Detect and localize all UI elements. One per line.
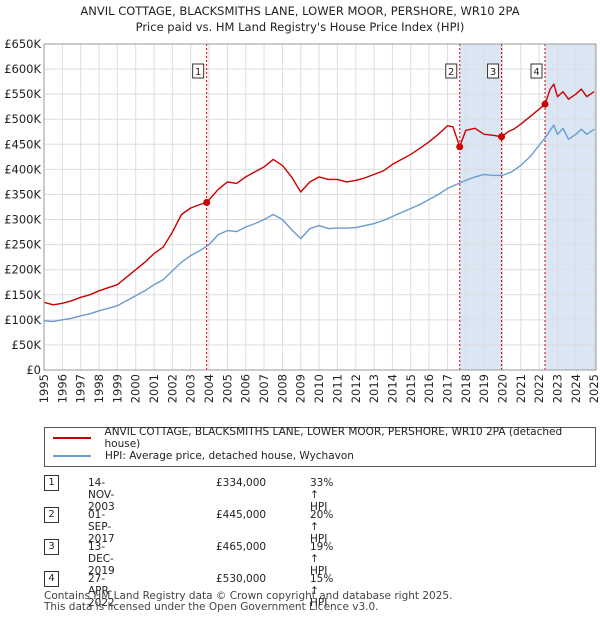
legend-swatch-property (53, 437, 91, 439)
y-tick-label: £50K (12, 338, 42, 352)
legend-label-property: ANVIL COTTAGE, BLACKSMITHS LANE, LOWER M… (104, 426, 563, 450)
y-tick-label: £200K (4, 263, 41, 277)
x-tick-label: 1997 (74, 374, 88, 403)
x-tick-label: 2015 (404, 374, 418, 403)
sale-badge: 3 (44, 539, 59, 555)
x-tick-label: 2018 (459, 374, 473, 403)
y-tick-label: £500K (4, 112, 41, 126)
x-tick-label: 2006 (239, 374, 253, 403)
x-tick-label: 2011 (330, 374, 344, 403)
y-tick-label: £150K (4, 288, 41, 302)
x-tick-label: 2021 (514, 374, 528, 403)
x-tick-label: 2025 (587, 374, 600, 403)
x-tick-label: 2000 (129, 374, 143, 403)
legend: ANVIL COTTAGE, BLACKSMITHS LANE, LOWER M… (44, 426, 596, 467)
x-tick-label: 2019 (477, 374, 491, 403)
y-tick-label: £250K (4, 238, 41, 252)
footer-license: This data is licensed under the Open Gov… (44, 601, 379, 613)
x-tick-label: 2023 (550, 374, 564, 403)
price-chart: £0 £50K £100K £150K £200K £250K £300K £350K £400… (4, 37, 600, 403)
property-line (43, 83, 595, 306)
y-tick-label: £100K (4, 313, 41, 327)
x-tick-label: 2007 (257, 374, 271, 403)
sale-hpi-change: 20% ↑ HPI (310, 509, 334, 545)
sale-hpi-change: 19% ↑ HPI (310, 541, 334, 577)
sale-date: 27-APR-2022 (88, 573, 115, 609)
sale-hpi-change: 15% ↑ HPI (310, 573, 334, 609)
sale-hpi-change: 33% ↑ HPI (310, 477, 334, 513)
x-tick-label: 2017 (440, 374, 454, 403)
legend-label-hpi: HPI: Average price, detached house, Wych… (105, 450, 354, 462)
sale-label: 4 (533, 67, 539, 78)
x-tick-label: 2012 (349, 374, 363, 403)
x-tick-label: 2013 (367, 374, 381, 403)
x-tick-label: 2008 (275, 374, 289, 403)
sale-badge: 2 (44, 507, 59, 523)
sale-badge: 4 (44, 571, 59, 587)
sale-label-box (192, 63, 205, 79)
sale-label-box (445, 63, 458, 79)
sale-date: 14-NOV-2003 (88, 477, 115, 513)
x-tick-label: 2002 (165, 374, 179, 403)
sale-point (541, 100, 549, 108)
sale-label: 3 (490, 67, 496, 78)
x-tick-label: 2024 (569, 374, 583, 403)
y-tick-label: £650K (4, 37, 41, 51)
sale-point (203, 198, 211, 206)
sale-label-box (487, 63, 500, 79)
legend-swatch-hpi (53, 455, 91, 457)
sale-date: 13-DEC-2019 (88, 541, 115, 577)
plot-area (44, 44, 596, 370)
y-tick-label: £450K (4, 137, 41, 151)
chart-subtitle: Price paid vs. HM Land Registry's House … (135, 20, 465, 34)
sale-label: 1 (195, 67, 201, 78)
x-tick-label: 2001 (147, 374, 161, 403)
hpi-line (43, 124, 595, 323)
x-tick-label: 2004 (202, 374, 216, 403)
legend-item-property: ANVIL COTTAGE, BLACKSMITHS LANE, LOWER M… (53, 426, 595, 450)
sale-badge: 1 (44, 475, 59, 491)
y-tick-label: £0 (26, 363, 41, 377)
x-tick-label: 1995 (37, 374, 51, 403)
shaded-range (545, 44, 596, 370)
sale-point (456, 143, 464, 151)
y-tick-label: £300K (4, 213, 41, 227)
x-tick-label: 2022 (532, 374, 546, 403)
y-tick-label: £400K (4, 162, 41, 176)
y-tick-label: £550K (4, 87, 41, 101)
footer-copyright: Contains HM Land Registry data © Crown c… (44, 590, 453, 602)
plot-border (43, 43, 597, 371)
sale-price: £530,000 (216, 573, 267, 585)
x-tick-label: 1998 (92, 374, 106, 403)
x-tick-label: 2020 (495, 374, 509, 403)
sale-price: £445,000 (216, 509, 267, 521)
forecast-hatch (594, 44, 596, 370)
x-tick-label: 1996 (55, 374, 69, 403)
x-tick-label: 2009 (294, 374, 308, 403)
sale-price: £334,000 (216, 477, 267, 489)
sale-price: £465,000 (216, 541, 267, 553)
y-tick-label: £350K (4, 187, 41, 201)
x-tick-label: 2003 (184, 374, 198, 403)
legend-item-hpi: HPI: Average price, detached house, Wych… (53, 448, 354, 464)
sale-label-box (530, 63, 543, 79)
x-tick-label: 2005 (220, 374, 234, 403)
x-tick-label: 2016 (422, 374, 436, 403)
x-tick-label: 1999 (110, 374, 124, 403)
sale-date: 01-SEP-2017 (88, 509, 115, 545)
shaded-range (459, 44, 502, 370)
sale-point (498, 133, 506, 141)
sale-label: 2 (448, 67, 454, 78)
y-tick-label: £600K (4, 62, 41, 76)
chart-title: ANVIL COTTAGE, BLACKSMITHS LANE, LOWER M… (80, 4, 520, 18)
x-tick-label: 2010 (312, 374, 326, 403)
x-tick-label: 2014 (385, 374, 399, 403)
